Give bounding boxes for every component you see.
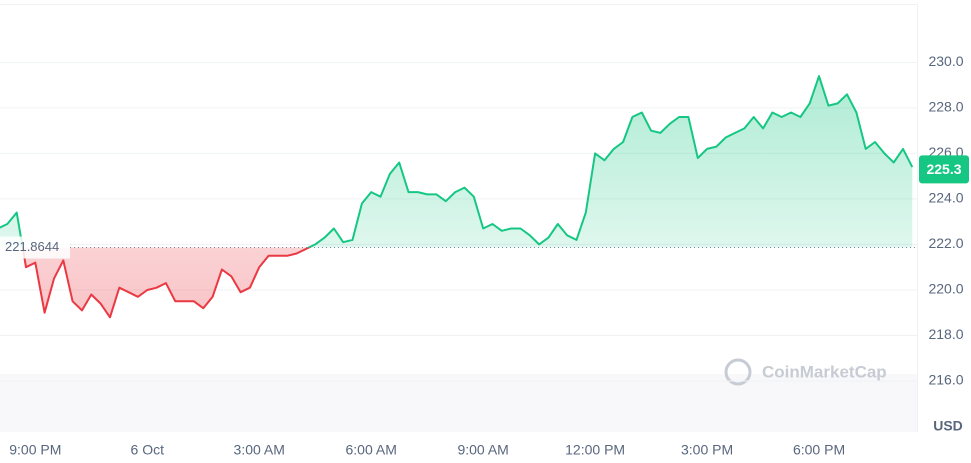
watermark: CoinMarketCap: [724, 358, 887, 386]
y-tick-label: 218.0: [928, 326, 963, 342]
x-tick-label: 3:00 PM: [681, 442, 733, 458]
x-tick-label: 3:00 AM: [234, 442, 285, 458]
y-tick-label: 224.0: [928, 190, 963, 206]
y-tick-label: 220.0: [928, 281, 963, 297]
baseline-label: 221.8644: [5, 239, 59, 254]
area-down: [0, 247, 913, 318]
y-axis-label: USD: [933, 418, 963, 434]
y-tick-label: 228.0: [928, 99, 963, 115]
volume-backdrop: [0, 374, 917, 432]
line-down: [21, 247, 312, 319]
x-tick-label: 6:00 PM: [793, 442, 845, 458]
watermark-text: CoinMarketCap: [762, 362, 887, 381]
y-tick-label: 230.0: [928, 53, 963, 69]
area-up: [0, 76, 913, 248]
current-price-label: 225.3: [926, 161, 961, 177]
line-up: [0, 75, 914, 248]
x-tick-label: 6 Oct: [131, 442, 165, 458]
baseline-label-bg: [0, 236, 70, 259]
y-tick-label: 222.0: [928, 235, 963, 251]
x-tick-label: 12:00 PM: [565, 442, 625, 458]
current-price-badge: [919, 155, 969, 184]
x-tick-label: 9:00 AM: [457, 442, 508, 458]
y-tick-label: 216.0: [928, 372, 963, 388]
x-tick-label: 6:00 AM: [346, 442, 397, 458]
x-tick-label: 9:00 PM: [9, 442, 61, 458]
